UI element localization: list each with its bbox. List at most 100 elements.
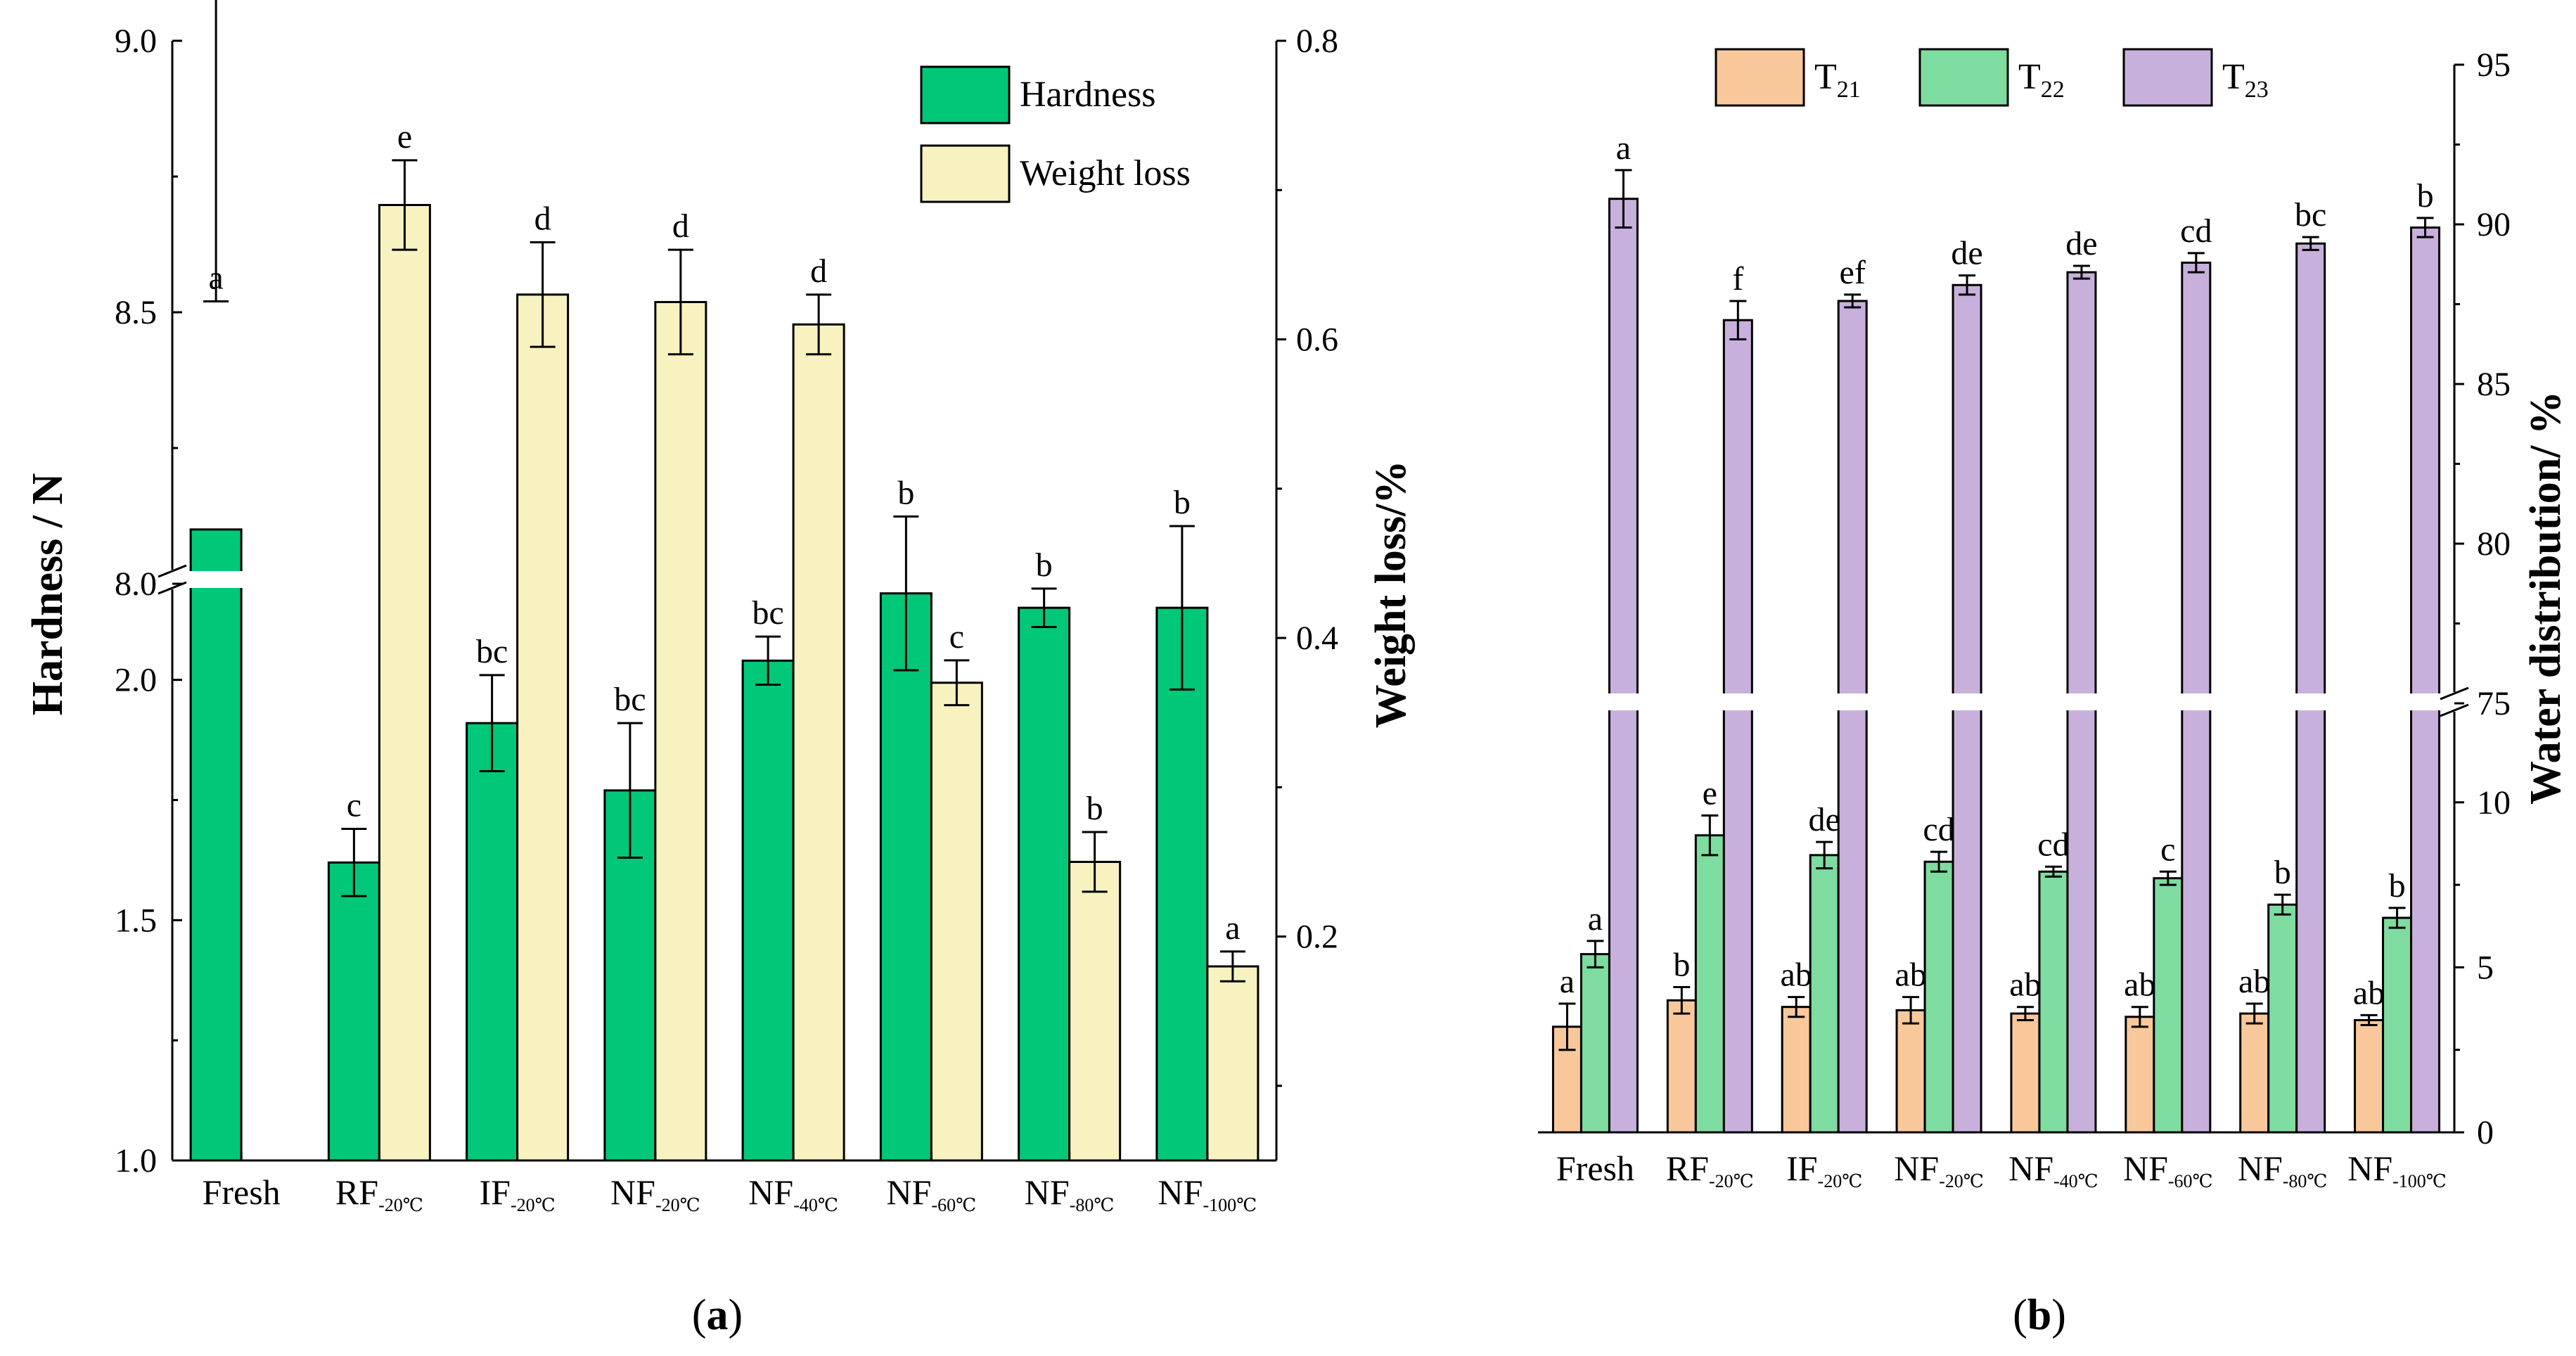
left-tick-label-2.0: 2.0 [115, 662, 157, 699]
right-axis-break-mark [2440, 686, 2469, 717]
significance-label-2-0: a [1616, 129, 1631, 167]
right-tick-label-85: 85 [2477, 366, 2511, 403]
bar-weight-loss-4 [792, 323, 845, 1162]
significance-label-0-7: b [1174, 484, 1191, 521]
legend-swatch-2 [2122, 48, 2213, 107]
error-bar-1-4 [806, 293, 832, 356]
significance-label-1-2: de [1809, 801, 1840, 838]
right-tick-label-90: 90 [2477, 206, 2511, 243]
error-bar-0-3 [617, 722, 643, 859]
right-tick-label-0.8: 0.8 [1296, 23, 1338, 60]
bar-t23-6 [2295, 242, 2326, 1134]
x-tick-label-5: NF-60℃ [887, 1172, 977, 1215]
right-tick-label-95: 95 [2477, 46, 2511, 84]
left-tick-label-1.0: 1.0 [115, 1142, 157, 1179]
left-tick-label-1.5: 1.5 [115, 902, 157, 939]
error-bar-2-2 [1844, 293, 1861, 309]
significance-label-0-4: ab [2009, 966, 2041, 1004]
error-bar-1-6 [2274, 893, 2291, 916]
significance-label-0-3: ab [1895, 957, 1926, 994]
significance-label-0-0: a [1560, 963, 1575, 1000]
panel-b-caption: (b) [2013, 1291, 2066, 1339]
bar-t21-6 [2239, 1012, 2270, 1134]
error-bar-0-2 [1788, 996, 1805, 1018]
significance-label-0-1: b [1673, 947, 1690, 984]
right-tick-label-10: 10 [2477, 784, 2511, 821]
bar-t22-6 [2267, 903, 2298, 1134]
bar-hardness-2 [466, 722, 519, 1162]
significance-label-2-2: ef [1840, 254, 1866, 291]
bar-weight-loss-6 [1068, 860, 1122, 1162]
bar-t22-1 [1694, 834, 1725, 1134]
significance-label-0-6: ab [2238, 963, 2270, 1000]
bar-hardness-6 [1018, 606, 1071, 1162]
x-tick-label-2: IF-20℃ [1786, 1149, 1862, 1191]
error-bar-2-1 [1729, 300, 1747, 340]
significance-label-1-3: d [672, 207, 689, 245]
significance-label-0-2: bc [476, 633, 508, 670]
error-bar-1-0 [1587, 940, 1604, 968]
error-bar-0-7 [2360, 1013, 2378, 1026]
x-tick-label-6: NF-80℃ [2238, 1149, 2328, 1191]
error-bar-0-6 [1031, 587, 1057, 628]
error-bar-2-4 [2072, 264, 2090, 280]
right-tick-label-5: 5 [2477, 949, 2494, 986]
y-axis-title-left: Hardness / N [24, 473, 72, 715]
error-bar-0-7 [1169, 525, 1195, 691]
bar-weight-loss-5 [930, 682, 983, 1162]
legend-label-0: Hardness [1020, 75, 1156, 115]
significance-label-2-5: cd [2180, 212, 2212, 250]
error-bar-0-3 [1902, 996, 1920, 1025]
error-bar-0-5 [893, 515, 919, 672]
error-bar-0-1 [341, 828, 367, 897]
error-bar-0-4 [2016, 1006, 2034, 1021]
significance-label-1-5: c [2160, 831, 2175, 868]
bar-t23-2 [1837, 300, 1868, 1134]
error-bar-1-7 [1219, 950, 1245, 983]
bar-t21-1 [1666, 999, 1697, 1134]
bar-t22-3 [1923, 860, 1954, 1134]
error-bar-1-5 [944, 659, 970, 707]
bar-t23-1 [1722, 319, 1753, 1134]
error-bar-1-3 [667, 248, 693, 356]
bar-weight-loss-7 [1206, 965, 1260, 1162]
significance-label-0-2: ab [1781, 957, 1812, 994]
right-tick-label-0.6: 0.6 [1296, 321, 1338, 359]
bar-t22-7 [2382, 916, 2413, 1134]
bar-weight-loss-3 [654, 300, 707, 1162]
legend-label-1: T22 [2018, 57, 2065, 103]
x-tick-label-2: IF-20℃ [480, 1172, 556, 1215]
error-bar-1-1 [392, 159, 418, 251]
bar-hardness-7 [1155, 606, 1209, 1162]
significance-label-1-2: d [534, 200, 551, 238]
significance-label-0-0: a [208, 260, 223, 297]
error-bar-0-0 [1558, 1002, 1576, 1051]
error-bar-0-5 [2131, 1006, 2148, 1028]
bar-hardness-1 [327, 861, 380, 1162]
bar-t22-4 [2038, 870, 2069, 1134]
x-tick-label-3: NF-20℃ [1894, 1149, 1984, 1191]
x-tick-label-5: NF-60℃ [2123, 1149, 2213, 1191]
x-tick-label-0: Fresh [1556, 1149, 1634, 1188]
significance-label-0-6: b [1036, 546, 1053, 584]
error-bar-0-2 [479, 674, 505, 772]
x-tick-label-7: NF-100℃ [1158, 1172, 1257, 1215]
legend-swatch-0 [1715, 48, 1805, 107]
x-tick-label-0: Fresh [203, 1172, 281, 1212]
error-bar-1-5 [2159, 870, 2177, 886]
significance-label-1-7: b [2389, 867, 2406, 904]
x-tick-label-3: NF-20℃ [610, 1172, 700, 1215]
x-tick-label-1: RF-20℃ [1666, 1149, 1754, 1191]
legend-swatch-1 [920, 144, 1011, 203]
bar-hardness-4 [741, 659, 795, 1162]
error-bar-2-0 [1615, 169, 1632, 229]
right-tick-label-0.2: 0.2 [1296, 919, 1338, 956]
error-bar-1-4 [2044, 865, 2062, 878]
significance-label-0-7: ab [2353, 974, 2385, 1011]
legend-label-0: T21 [1814, 57, 1861, 103]
bar-t21-7 [2354, 1018, 2385, 1134]
legend-label-1: Weight loss [1020, 153, 1191, 193]
error-bar-2-6 [2302, 236, 2319, 251]
right-tick-label-0: 0 [2477, 1114, 2494, 1151]
x-tick-label-1: RF-20℃ [335, 1172, 423, 1215]
